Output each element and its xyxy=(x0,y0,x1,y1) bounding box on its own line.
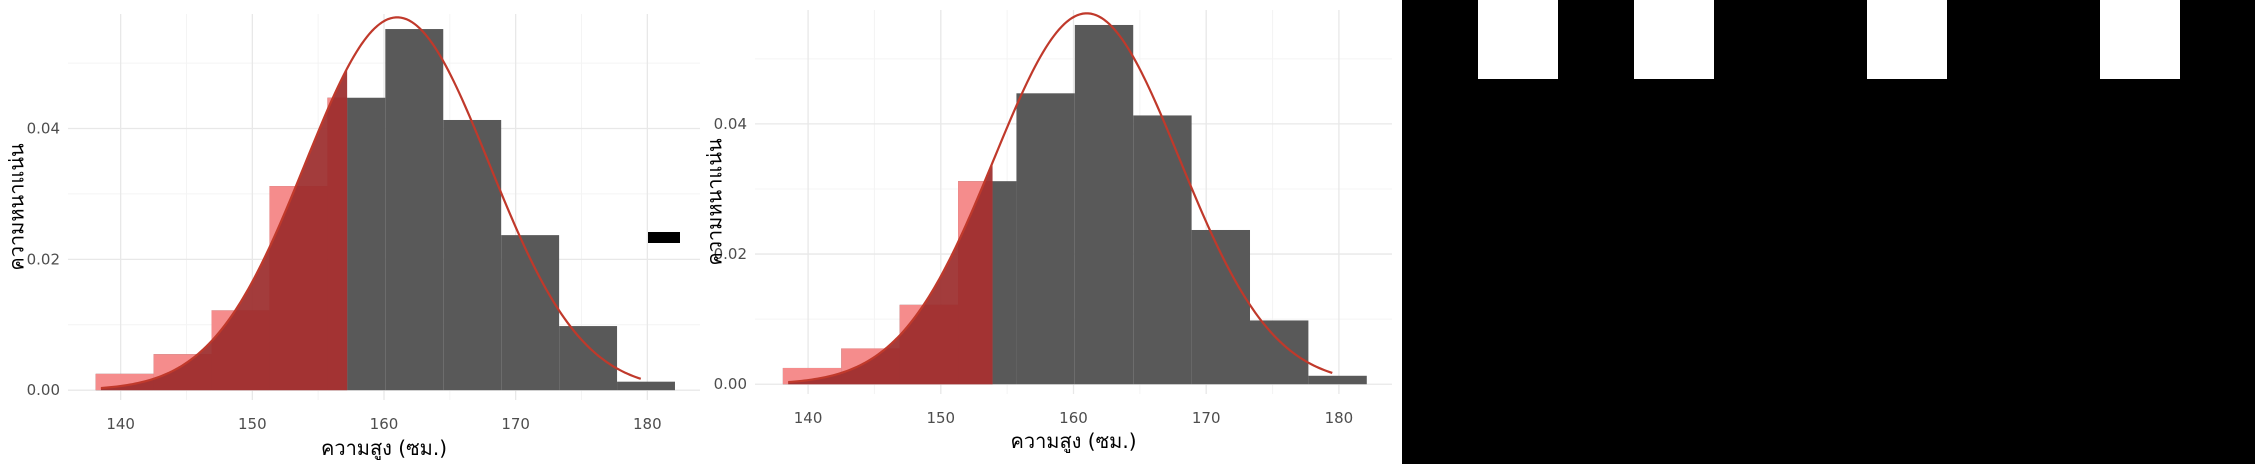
shaded-area-under-curve xyxy=(788,162,993,385)
x-tick-label: 140 xyxy=(794,409,823,427)
histogram-bar xyxy=(443,119,502,391)
x-tick-label: 150 xyxy=(238,415,267,433)
histogram-chart-left: 140 150 160 170 180 0.00 0.02 0.04 ความสูง (ซม.)… xyxy=(5,14,700,461)
histogram-bar xyxy=(559,326,618,391)
white-block xyxy=(1478,0,1558,79)
y-tick-label: 0.04 xyxy=(27,119,60,137)
y-tick-label: 0.02 xyxy=(27,250,60,268)
x-axis-title: ความสูง (ซม.) xyxy=(321,436,447,461)
x-axis-title: ความสูง (ซม.) xyxy=(1010,429,1136,454)
x-tick-label: 150 xyxy=(926,409,955,427)
normal-curve xyxy=(788,12,1333,384)
y-tick-label: 0.02 xyxy=(714,245,747,263)
y-tick-label: 0.00 xyxy=(714,375,747,393)
legend-key xyxy=(648,232,680,243)
histogram-bar xyxy=(1016,93,1075,385)
histogram-bar xyxy=(385,29,444,391)
y-tick-label: 0.04 xyxy=(714,115,747,133)
white-block xyxy=(1867,0,1947,79)
x-tick-label: 180 xyxy=(1325,409,1354,427)
histogram-bar xyxy=(1133,115,1192,385)
y-tick-label: 0.00 xyxy=(27,381,60,399)
histogram-chart-right: 140 150 160 170 180 0.00 0.02 0.04 ความสูง (ซม.)… xyxy=(703,10,1392,454)
histogram-bar xyxy=(617,381,675,391)
x-tick-label: 140 xyxy=(106,415,135,433)
histogram-panel-left: 140 150 160 170 180 0.00 0.02 0.04 ความสูง (ซม.)… xyxy=(0,0,700,464)
x-tick-label: 180 xyxy=(633,415,662,433)
histogram-bar xyxy=(1250,320,1309,385)
x-tick-label: 160 xyxy=(1059,409,1088,427)
x-tick-label: 170 xyxy=(501,415,530,433)
y-axis-title: ความหนาแน่น xyxy=(703,138,727,266)
x-tick-label: 160 xyxy=(370,415,399,433)
white-block xyxy=(2100,0,2180,79)
histogram-bar xyxy=(1074,24,1134,385)
histogram-panel-right: 140 150 160 170 180 0.00 0.02 0.04 ความสูง (ซม.)… xyxy=(700,0,1400,464)
x-tick-label: 170 xyxy=(1192,409,1221,427)
white-block xyxy=(1634,0,1714,79)
normal-curve xyxy=(100,16,642,390)
y-axis-title: ความหนาแน่น xyxy=(5,143,29,271)
black-panel xyxy=(1402,0,2255,464)
histogram-bar xyxy=(1308,375,1367,385)
shaded-area-under-curve xyxy=(100,68,348,391)
